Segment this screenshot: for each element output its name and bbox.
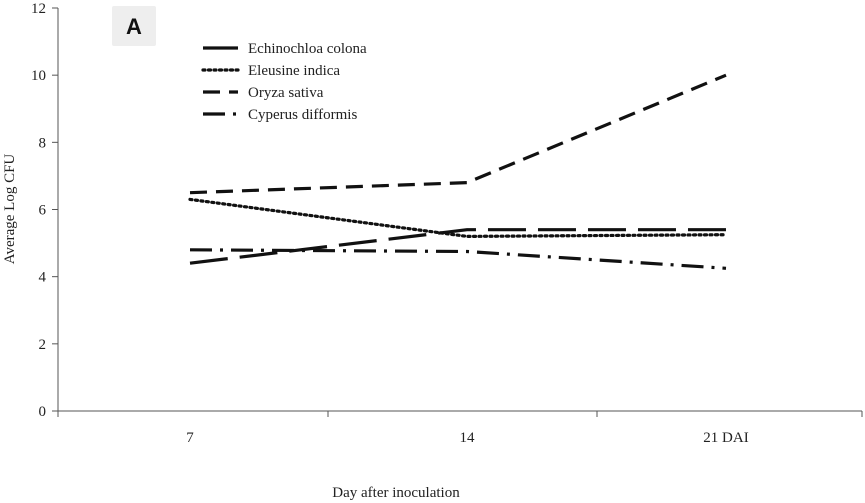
legend-label: Echinochloa colona <box>248 41 367 57</box>
axes <box>57 8 862 412</box>
y-tick-label: 10 <box>31 68 46 84</box>
legend-label: Oryza sativa <box>248 85 324 101</box>
y-tick-label: 8 <box>39 135 47 151</box>
y-axis-title: Average Log CFU <box>2 154 18 265</box>
series-line-oryza-sativa <box>189 73 727 195</box>
y-axis-ticks: 0 2 4 6 8 10 12 <box>31 1 58 420</box>
legend: Echinochloa colona Eleusine indica Oryza s… <box>201 41 367 123</box>
x-axis-title: Day after inoculation <box>332 485 460 501</box>
series-line-echinochloa-colona <box>189 228 726 265</box>
legend-label: Cyperus difformis <box>248 107 357 123</box>
panel-label: A <box>126 14 142 39</box>
series-lines <box>188 73 728 270</box>
x-axis-ticks: 7 14 21 DAI <box>57 411 863 446</box>
x-tick-label: 7 <box>186 430 194 446</box>
y-tick-label: 4 <box>39 270 47 286</box>
series-line-eleusine-indica <box>188 197 728 239</box>
panel-label-box: A <box>112 6 156 46</box>
y-tick-label: 12 <box>31 1 46 17</box>
y-tick-label: 0 <box>39 404 47 420</box>
legend-label: Eleusine indica <box>248 63 340 79</box>
y-tick-label: 2 <box>39 337 47 353</box>
x-tick-label: 14 <box>460 430 476 446</box>
x-tick-label: 21 DAI <box>703 430 748 446</box>
series-line-cyperus-difformis <box>189 248 727 270</box>
y-tick-label: 6 <box>39 203 47 219</box>
